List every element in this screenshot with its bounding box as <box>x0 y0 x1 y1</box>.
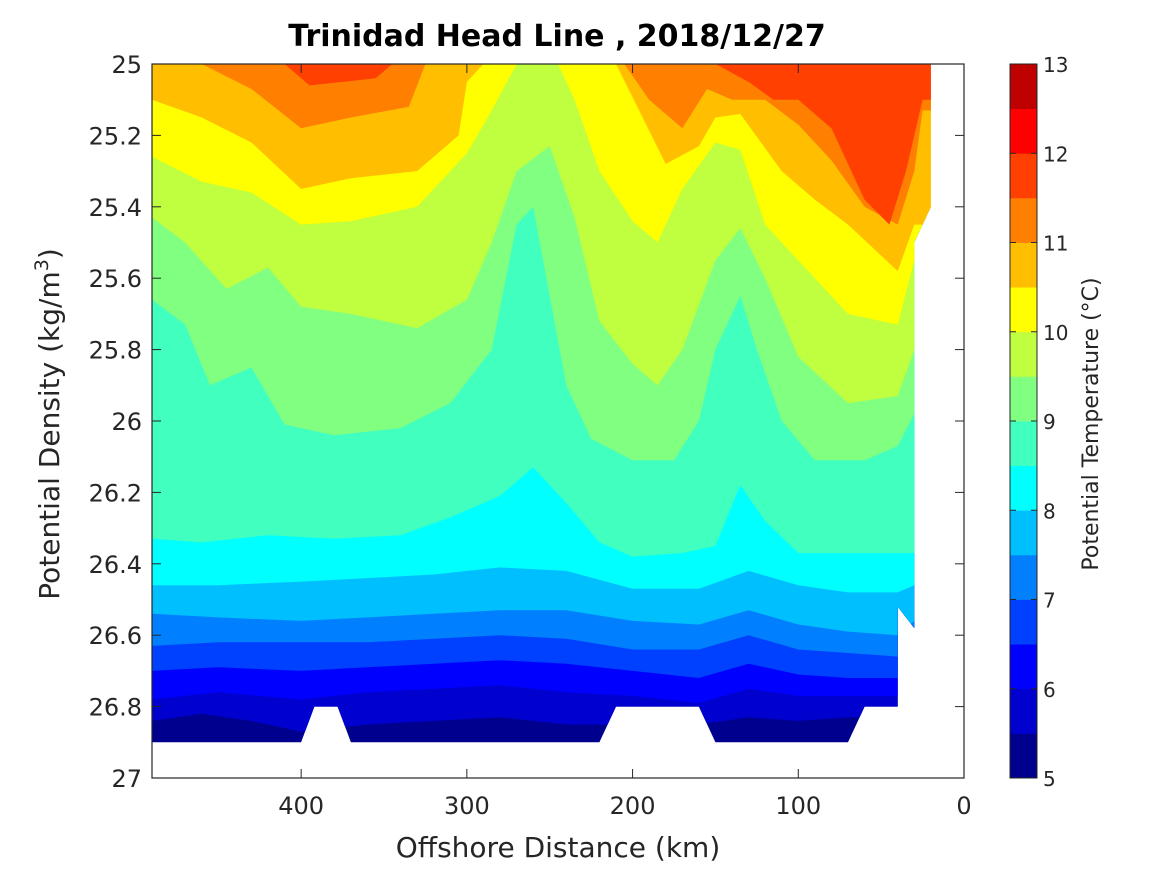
y-tick-label: 26.2 <box>89 479 142 507</box>
y-tick-label: 25.6 <box>89 265 142 293</box>
colorbar-segment <box>1010 331 1037 377</box>
colorbar-ticks: 5 6 7 8 9 10 11 12 13 <box>1010 53 1068 791</box>
y-tick-label: 25 <box>111 51 142 79</box>
x-tick-label: 300 <box>444 792 490 820</box>
x-axis-label: Offshore Distance (km) <box>396 831 721 864</box>
colorbar-tick-label: 7 <box>1043 589 1056 613</box>
colorbar <box>1009 63 1038 779</box>
colorbar-tick-label: 12 <box>1043 142 1068 166</box>
colorbar-segment <box>1010 108 1037 154</box>
colorbar-tick-label: 5 <box>1043 767 1056 791</box>
colorbar-tick-label: 13 <box>1043 53 1068 77</box>
colorbar-segment <box>1010 197 1037 243</box>
y-tick-label: 25.4 <box>89 194 142 222</box>
colorbar-segment <box>1010 421 1037 467</box>
colorbar-segment <box>1010 510 1037 556</box>
colorbar-segment <box>1010 688 1037 734</box>
colorbar-segment <box>1010 733 1037 779</box>
y-axis: 25 25.2 25.4 25.6 25.8 26 26.2 26.4 26.6 26.8 27 <box>89 51 964 793</box>
x-tick-label: 200 <box>610 792 656 820</box>
y-axis-label-close: ) <box>33 248 66 259</box>
y-tick-label: 26.8 <box>89 694 142 722</box>
colorbar-segment <box>1010 64 1037 110</box>
y-axis-label-main: Potential Density (kg/m <box>33 271 66 600</box>
contour-band <box>284 64 393 86</box>
y-tick-label: 26.6 <box>89 622 142 650</box>
colorbar-segment <box>1010 242 1037 288</box>
colorbar-segment <box>1010 465 1037 511</box>
y-axis-label: Potential Density (kg/m3) <box>31 248 66 600</box>
colorbar-segment <box>1010 287 1037 333</box>
colorbar-label: Potential Temperature (°C) <box>1079 277 1104 570</box>
colorbar-segment <box>1010 554 1037 600</box>
chart-title: Trinidad Head Line , 2018/12/27 <box>288 19 825 54</box>
colorbar-segment <box>1010 153 1037 199</box>
colorbar-tick-label: 6 <box>1043 678 1056 702</box>
colorbar-segment <box>1010 644 1037 690</box>
x-tick-label: 0 <box>956 792 971 820</box>
y-tick-label: 27 <box>111 765 142 793</box>
colorbar-tick-label: 8 <box>1043 499 1056 523</box>
x-axis: 400 300 200 100 0 <box>278 64 972 820</box>
y-tick-label: 25.8 <box>89 337 142 365</box>
y-tick-label: 25.2 <box>89 122 142 150</box>
y-tick-label: 26 <box>111 408 142 436</box>
colorbar-tick-label: 9 <box>1043 410 1056 434</box>
x-tick-label: 100 <box>775 792 821 820</box>
y-axis-label-superscript: 3 <box>31 259 53 271</box>
contour-bands <box>152 64 931 743</box>
contour-band <box>715 64 931 225</box>
x-tick-label: 400 <box>278 792 324 820</box>
colorbar-segment <box>1010 599 1037 645</box>
colorbar-tick-label: 11 <box>1043 232 1068 256</box>
colorbar-segment <box>1010 376 1037 422</box>
y-tick-label: 26.4 <box>89 551 142 579</box>
colorbar-tick-label: 10 <box>1043 321 1068 345</box>
